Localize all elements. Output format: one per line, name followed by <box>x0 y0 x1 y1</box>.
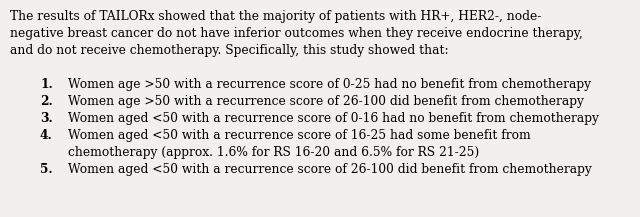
Text: 3.: 3. <box>40 112 52 125</box>
Text: 2.: 2. <box>40 95 52 108</box>
Text: Women aged <50 with a recurrence score of 16-25 had some benefit from: Women aged <50 with a recurrence score o… <box>68 129 531 142</box>
Text: Women age >50 with a recurrence score of 0-25 had no benefit from chemotherapy: Women age >50 with a recurrence score of… <box>68 78 591 91</box>
Text: chemotherapy (approx. 1.6% for RS 16-20 and 6.5% for RS 21-25): chemotherapy (approx. 1.6% for RS 16-20 … <box>68 146 479 159</box>
Text: The results of TAILORx showed that the majority of patients with HR+, HER2-, nod: The results of TAILORx showed that the m… <box>10 10 541 23</box>
Text: negative breast cancer do not have inferior outcomes when they receive endocrine: negative breast cancer do not have infer… <box>10 27 583 40</box>
Text: 1.: 1. <box>40 78 52 91</box>
Text: and do not receive chemotherapy. Specifically, this study showed that:: and do not receive chemotherapy. Specifi… <box>10 44 449 57</box>
Text: Women aged <50 with a recurrence score of 26-100 did benefit from chemotherapy: Women aged <50 with a recurrence score o… <box>68 163 592 176</box>
Text: Women aged <50 with a recurrence score of 0-16 had no benefit from chemotherapy: Women aged <50 with a recurrence score o… <box>68 112 599 125</box>
Text: 5.: 5. <box>40 163 52 176</box>
Text: Women age >50 with a recurrence score of 26-100 did benefit from chemotherapy: Women age >50 with a recurrence score of… <box>68 95 584 108</box>
Text: 4.: 4. <box>40 129 52 142</box>
